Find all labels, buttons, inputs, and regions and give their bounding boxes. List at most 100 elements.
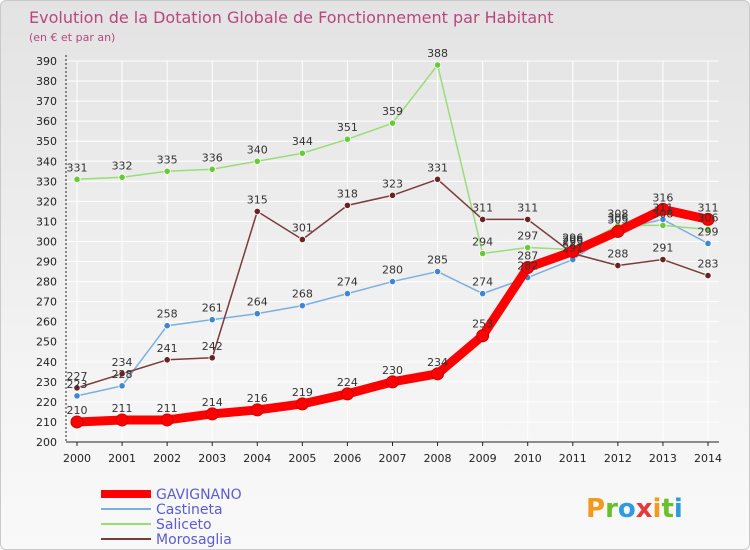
y-tick-label: 360 xyxy=(36,115,57,128)
data-point xyxy=(163,167,171,175)
logo-letter: i xyxy=(653,494,662,524)
y-tick-label: 350 xyxy=(36,135,57,148)
data-point xyxy=(704,271,712,280)
data-point xyxy=(388,191,397,199)
logo-letter: t xyxy=(661,494,673,524)
data-label: 234 xyxy=(112,356,133,369)
data-label: 268 xyxy=(292,288,313,301)
data-point xyxy=(298,235,306,244)
data-label: 306 xyxy=(607,211,628,224)
y-tick-label: 230 xyxy=(36,376,57,389)
data-point xyxy=(659,221,667,230)
data-point xyxy=(433,175,442,183)
data-point xyxy=(701,212,715,226)
logo-letter: r xyxy=(605,494,618,524)
data-point xyxy=(208,316,216,324)
y-tick-label: 260 xyxy=(36,316,57,329)
data-label: 331 xyxy=(67,161,88,174)
axes: 200 210 220 230 240 250 260 270 280 290 300 310 320 3… xyxy=(36,55,722,465)
data-label: 234 xyxy=(427,356,448,369)
data-label: 344 xyxy=(292,135,313,148)
data-point xyxy=(343,135,352,143)
logo-letter: x xyxy=(636,494,653,524)
series-group xyxy=(70,61,715,429)
data-label: 308 xyxy=(652,207,673,220)
data-label: 230 xyxy=(382,364,403,377)
data-point xyxy=(611,224,625,238)
logo-letter: P xyxy=(586,494,605,524)
y-tick-label: 300 xyxy=(36,235,57,248)
y-tick-label: 370 xyxy=(36,95,57,108)
data-point xyxy=(250,403,264,417)
x-tick-label: 2008 xyxy=(424,452,452,465)
y-tick-label: 320 xyxy=(36,195,57,208)
x-tick-label: 2004 xyxy=(243,452,271,465)
data-point xyxy=(656,202,670,216)
data-labels: 210 211 211 214 216 2192242302342532872963053… xyxy=(67,47,719,417)
data-point xyxy=(388,119,397,127)
data-label: 287 xyxy=(517,250,538,263)
series-gavignano xyxy=(70,202,715,429)
data-label: 315 xyxy=(247,193,268,206)
y-tick-label: 340 xyxy=(36,155,57,168)
data-label: 282 xyxy=(517,260,538,273)
data-point xyxy=(70,415,84,429)
data-label: 291 xyxy=(562,242,583,255)
data-label: 253 xyxy=(472,318,493,331)
data-point xyxy=(115,413,129,427)
data-label: 211 xyxy=(112,402,133,415)
data-point xyxy=(479,290,487,298)
data-point xyxy=(163,356,171,364)
data-point xyxy=(476,329,490,343)
data-label: 359 xyxy=(382,105,403,118)
data-label: 283 xyxy=(698,258,719,271)
data-label: 295 xyxy=(562,236,583,249)
data-label: 318 xyxy=(337,187,358,200)
data-label: 311 xyxy=(472,201,493,214)
x-tick-label: 2010 xyxy=(514,452,542,465)
data-label: 285 xyxy=(427,254,448,267)
data-point xyxy=(253,310,261,318)
data-label: 280 xyxy=(382,264,403,277)
legend-entry: Saliceto xyxy=(156,517,212,533)
proxiti-logo: Proxiti xyxy=(586,494,683,524)
data-label: 274 xyxy=(337,276,358,289)
y-tick-label: 280 xyxy=(36,276,57,289)
x-tick-label: 2002 xyxy=(153,452,181,465)
data-point xyxy=(340,387,354,401)
chart-subtitle: (en € et par an) xyxy=(29,31,115,44)
data-label: 301 xyxy=(292,221,313,234)
grid xyxy=(66,60,719,443)
data-point xyxy=(295,397,309,411)
data-point xyxy=(118,370,126,378)
data-label: 219 xyxy=(292,386,313,399)
data-point xyxy=(659,255,667,264)
y-tick-label: 210 xyxy=(36,416,57,429)
data-point xyxy=(163,322,171,330)
data-label: 211 xyxy=(157,402,178,415)
y-tick-label: 290 xyxy=(36,256,57,269)
data-label: 210 xyxy=(67,404,88,417)
data-label: 340 xyxy=(247,143,268,156)
data-point xyxy=(566,245,580,258)
y-tick-label: 200 xyxy=(36,436,57,449)
data-point xyxy=(160,413,174,427)
data-label: 296 xyxy=(562,231,583,244)
data-point xyxy=(118,382,126,390)
y-tick-label: 240 xyxy=(36,356,57,369)
data-label: 351 xyxy=(337,121,358,134)
data-label: 316 xyxy=(652,191,673,204)
data-label: 214 xyxy=(202,396,223,409)
data-label: 216 xyxy=(247,392,268,405)
x-tick-label: 2013 xyxy=(649,452,677,465)
data-point xyxy=(298,149,306,157)
data-point xyxy=(524,243,532,252)
y-tick-label: 390 xyxy=(36,55,57,68)
x-tick-label: 2006 xyxy=(333,452,361,465)
data-label: 336 xyxy=(202,151,223,164)
data-label: 223 xyxy=(67,378,88,391)
series-morosaglia xyxy=(73,175,712,392)
data-point xyxy=(343,290,352,298)
